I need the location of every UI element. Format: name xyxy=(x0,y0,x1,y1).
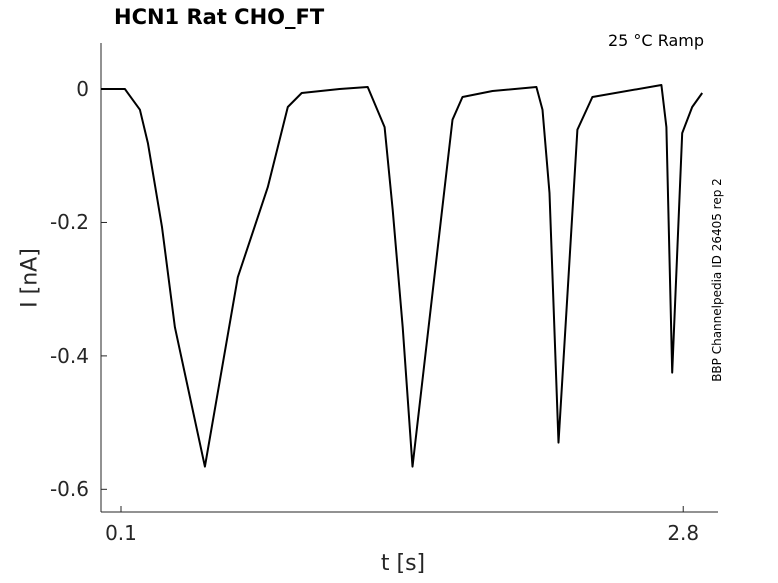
x-axis-label: t [s] xyxy=(380,551,426,576)
x-tick-label: 0.1 xyxy=(105,521,137,545)
y-tick-label: -0.6 xyxy=(49,477,89,502)
x-tick-label: 2.8 xyxy=(667,521,700,545)
side-label: BBP Channelpedia ID 26405 rep 2 xyxy=(710,178,724,382)
chart-title: HCN1 Rat CHO_FT xyxy=(114,5,325,29)
current-trace xyxy=(101,84,704,468)
annotation: 25 °C Ramp xyxy=(607,31,704,50)
y-tick-label: -0.2 xyxy=(49,210,89,235)
y-axis-label: I [nA] xyxy=(17,248,43,308)
y-tick-label: -0.4 xyxy=(49,343,89,368)
y-tick-label: 0 xyxy=(76,77,89,102)
